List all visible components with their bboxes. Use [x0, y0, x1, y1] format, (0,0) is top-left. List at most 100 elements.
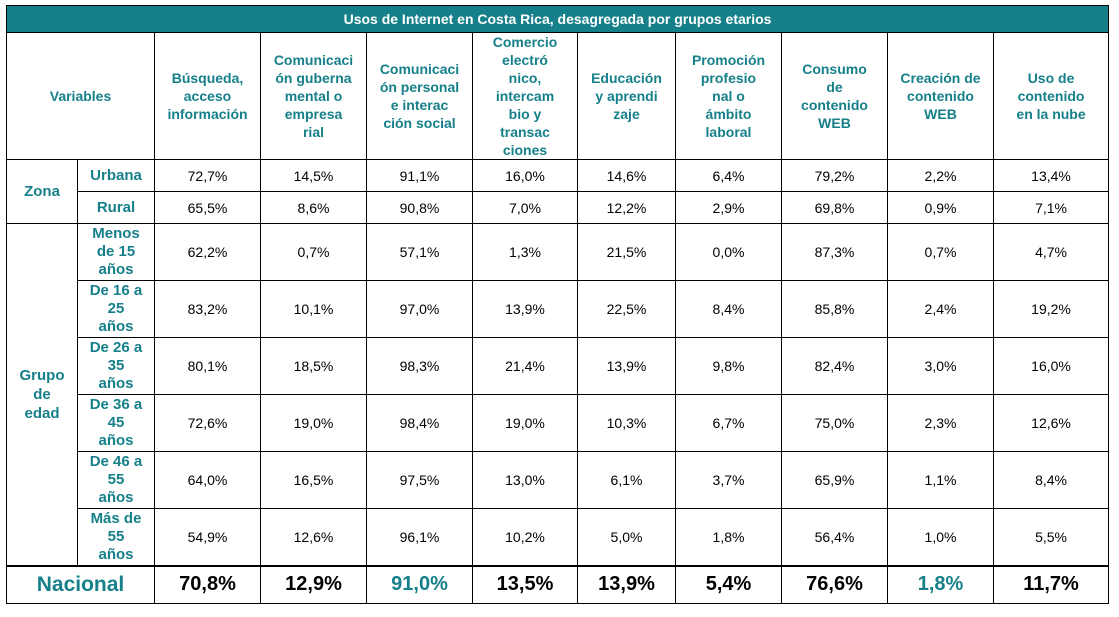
table-container: Usos de Internet en Costa Rica, desagreg…	[5, 5, 1110, 604]
national-total-row: Nacional 70,8% 12,9% 91,0% 13,5% 13,9% 5,4% 76,…	[6, 564, 1110, 604]
value-cell: 1,8%	[675, 508, 782, 566]
label-line: 25	[107, 300, 125, 317]
value-cell: 97,0%	[366, 280, 473, 338]
label-line: Rural	[96, 198, 136, 216]
table-row: De 26 a 35 años 80,1% 18,5% 98,3% 21,4% 13,9% 9,…	[7, 337, 1110, 395]
column-header: Promoción profesio nal o ámbito laboral	[675, 32, 782, 160]
value-cell: 0,0%	[675, 223, 782, 281]
national-value-cell: 12,9%	[260, 564, 367, 604]
label-line: Menos	[92, 225, 140, 242]
value-cell: 8,4%	[992, 451, 1110, 509]
label-line: de	[33, 385, 51, 403]
label-line: años	[98, 545, 134, 563]
national-value-cell: 91,0%	[366, 564, 473, 604]
label-line: Urbana	[90, 166, 142, 184]
label-line: Promoción	[691, 52, 766, 68]
value-cell: 4,7%	[992, 223, 1110, 281]
value-cell: 21,5%	[577, 223, 676, 281]
national-value-cell: 1,8%	[887, 564, 994, 604]
value-cell: 13,4%	[992, 159, 1110, 192]
value-cell: 10,3%	[577, 394, 676, 452]
label-line: electró	[502, 52, 548, 68]
national-value-cell: 76,6%	[781, 564, 888, 604]
label-line: Comercio	[492, 34, 558, 50]
row-label: De 26 a 35 años	[77, 337, 155, 395]
label-line: transac	[500, 124, 550, 140]
label-line: ciones	[502, 142, 548, 158]
national-value-cell: 11,7%	[992, 564, 1110, 604]
value-cell: 80,1%	[154, 337, 261, 395]
value-cell: 1,1%	[887, 451, 994, 509]
label-line: acceso	[183, 88, 232, 104]
value-cell: 97,5%	[366, 451, 473, 509]
label-line: años	[98, 375, 134, 392]
label-line: zaje	[613, 106, 640, 122]
table-row: Grupo de edad Menos de 15 años 62,2% 0,7% 57,1% 1…	[6, 223, 1110, 566]
table-row: Rural 65,5% 8,6% 90,8% 7,0% 12,2% 2,9% 69,8% 0,9…	[7, 191, 1110, 224]
label-line: WEB	[924, 106, 957, 122]
column-header: Educación y aprendi zaje	[577, 32, 676, 160]
value-cell: 82,4%	[781, 337, 888, 395]
label-line: Creación de	[900, 70, 981, 86]
table-title: Usos de Internet en Costa Rica, desagreg…	[5, 5, 1110, 33]
column-header-row: Variables Búsqueda, acceso información Comu…	[6, 32, 1110, 160]
column-header: Búsqueda, acceso información	[154, 32, 261, 160]
value-cell: 6,1%	[577, 451, 676, 509]
value-cell: 8,6%	[260, 191, 367, 224]
column-header: Consumo de contenido WEB	[781, 32, 888, 160]
label-line: nal o	[712, 88, 745, 104]
label-line: de 15	[96, 243, 136, 260]
table-row: De 46 a 55 años 64,0% 16,5% 97,5% 13,0% 6,1% 3,7…	[7, 451, 1110, 509]
table-row: Más de 55 años 54,9% 12,6% 96,1% 10,2% 5,0% 1,8%…	[7, 508, 1110, 566]
label-line: contenido	[801, 97, 868, 113]
value-cell: 57,1%	[366, 223, 473, 281]
label-line: 55	[107, 527, 125, 545]
value-cell: 85,8%	[781, 280, 888, 338]
value-cell: 2,9%	[675, 191, 782, 224]
label-line: Grupo	[19, 366, 65, 384]
label-line: años	[98, 261, 134, 278]
group-label-edad: Grupo de edad	[6, 223, 78, 566]
value-cell: 64,0%	[154, 451, 261, 509]
value-cell: 13,0%	[472, 451, 578, 509]
value-cell: 72,7%	[154, 159, 261, 192]
value-cell: 5,5%	[992, 508, 1110, 566]
label-line: contenido	[907, 88, 974, 104]
label-line: edad	[24, 404, 60, 422]
value-cell: 83,2%	[154, 280, 261, 338]
table-row: Zona Urbana 72,7% 14,5% 91,1% 16,0% 14,6% 6,4% 7…	[6, 159, 1110, 224]
label-line: De 46 a	[89, 453, 143, 470]
label-line: Comunicaci	[379, 61, 460, 77]
table-row: De 16 a 25 años 83,2% 10,1% 97,0% 13,9% 22,5% 8,…	[7, 280, 1110, 338]
value-cell: 2,2%	[887, 159, 994, 192]
value-cell: 0,9%	[887, 191, 994, 224]
value-cell: 75,0%	[781, 394, 888, 452]
label-line: Uso de	[1027, 70, 1075, 86]
value-cell: 69,8%	[781, 191, 888, 224]
label-line: años	[98, 489, 134, 506]
national-value-cell: 70,8%	[154, 564, 261, 604]
label-line: De 36 a	[89, 396, 143, 413]
value-cell: 65,5%	[154, 191, 261, 224]
label-line: nico,	[508, 70, 542, 86]
value-cell: 7,0%	[472, 191, 578, 224]
label-line: 35	[107, 357, 125, 374]
row-label: Más de 55 años	[77, 508, 155, 566]
label-line: ción social	[383, 115, 456, 131]
value-cell: 19,0%	[472, 394, 578, 452]
national-label: Nacional	[6, 564, 155, 604]
value-cell: 22,5%	[577, 280, 676, 338]
value-cell: 62,2%	[154, 223, 261, 281]
label-line: WEB	[818, 115, 851, 131]
value-cell: 7,1%	[992, 191, 1110, 224]
label-line: 55	[107, 471, 125, 488]
value-cell: 1,3%	[472, 223, 578, 281]
label-line: e interac	[390, 97, 449, 113]
label-line: contenido	[1017, 88, 1085, 104]
label-line: en la nube	[1016, 106, 1086, 122]
label-line: ámbito	[705, 106, 752, 122]
value-cell: 14,5%	[260, 159, 367, 192]
value-cell: 16,0%	[992, 337, 1110, 395]
label-line: ón guberna	[275, 70, 352, 86]
value-cell: 96,1%	[366, 508, 473, 566]
